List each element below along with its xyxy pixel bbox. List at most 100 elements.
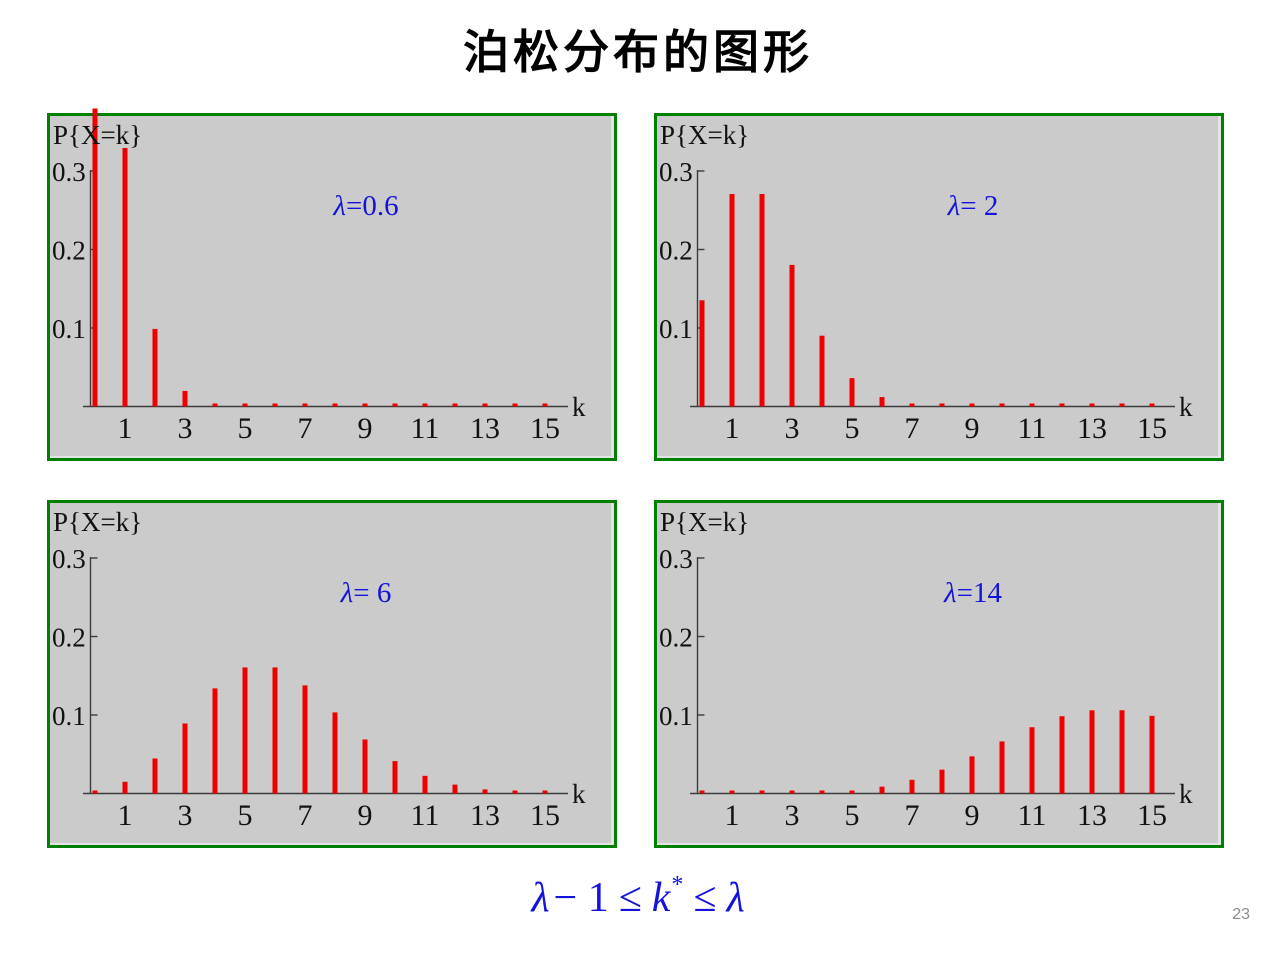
stem-bar (789, 264, 795, 407)
stem-bar (392, 403, 398, 407)
stem-bar (909, 403, 915, 407)
x-tick-label: 5 (238, 799, 253, 832)
x-tick-label: 9 (965, 412, 980, 445)
stem-bar (939, 769, 945, 794)
stem-bar (512, 403, 518, 407)
formula-k: k (651, 875, 671, 921)
stem-bar (212, 688, 218, 794)
stem-bar (1059, 716, 1065, 794)
stem-bar (212, 403, 218, 407)
stem-bar (152, 758, 158, 794)
formula-minus-one: − 1 (553, 875, 609, 921)
stem-bar (759, 790, 765, 794)
x-tick-label: 9 (965, 799, 980, 832)
x-tick-label: 7 (298, 799, 313, 832)
x-tick-label: 7 (298, 412, 313, 445)
stem-bar (729, 790, 735, 794)
x-tick-label: 3 (178, 799, 193, 832)
slide-title: 泊松分布的图形 (463, 27, 813, 78)
stem-bar (122, 147, 128, 407)
y-tick-label: 0.3 (52, 157, 86, 187)
stem-bar (969, 756, 975, 794)
x-tick-label: 3 (785, 412, 800, 445)
stem-bar (879, 786, 885, 794)
stem-bar (242, 667, 248, 794)
poisson-plot-svg: 0.10.20.31 3 5 7 9 11 13 15k (659, 544, 1193, 832)
x-tick-label: 3 (178, 412, 193, 445)
lambda-value: = 6 (353, 577, 392, 609)
stem-bar (92, 790, 98, 794)
poisson-plot-svg: 0.10.20.31 3 5 7 9 11 13 15k (52, 544, 586, 832)
stem-bar (1119, 403, 1125, 407)
stem-bar (92, 108, 98, 407)
formula-star: * (671, 872, 684, 898)
stem-bar (699, 300, 705, 407)
page-number: 23 (1232, 906, 1250, 923)
stem-bar (122, 781, 128, 794)
x-tick-label: 7 (905, 412, 920, 445)
x-tick-label: 15 (1137, 412, 1167, 445)
stem-bar (999, 403, 1005, 407)
stem-bar (392, 761, 398, 794)
poisson-panel-lambda-14: 0.1 0.2 0.3 1 3 5 7 9 11 13 15 k P{X=k} λ=14 (654, 500, 1224, 848)
lambda-symbol: λ (340, 577, 354, 609)
stem-bar (729, 194, 735, 407)
poisson-panel-lambda-0.6: 0.1 0.2 0.3 1 3 5 7 9 11 13 15 k P{X=k} λ=0.6 (47, 108, 617, 461)
lambda-value: =0.6 (345, 190, 399, 222)
y-tick-label: 0.2 (52, 236, 86, 266)
lambda-annotation: λ=14 (895, 577, 1051, 610)
stem-bar (452, 403, 458, 407)
stem-bar (1059, 403, 1065, 407)
x-tick-label: 13 (1077, 799, 1107, 832)
stem-bar (482, 789, 488, 794)
y-axis-title: P{X=k} (660, 120, 750, 150)
x-tick-label: 11 (1018, 799, 1047, 832)
lambda-symbol: λ (944, 577, 957, 609)
x-axis-label: k (572, 392, 586, 422)
x-tick-label: 9 (358, 799, 373, 832)
x-tick-label: 15 (530, 412, 560, 445)
lambda-annotation: λ= 6 (288, 577, 444, 610)
stem-bar (332, 712, 338, 794)
x-tick-label: 3 (785, 799, 800, 832)
lambda-value: =14 (956, 577, 1002, 609)
x-tick-label: 5 (845, 799, 860, 832)
stem-bar (272, 667, 278, 794)
poisson-panel-lambda-6: 0.1 0.2 0.3 1 3 5 7 9 11 13 15 k P{X=k} λ= 6 (47, 500, 617, 848)
stem-bar (362, 403, 368, 407)
stem-bar (699, 790, 705, 794)
stem-bar (542, 403, 548, 407)
y-axis-title: P{X=k} (53, 507, 143, 537)
stem-bar (512, 790, 518, 794)
y-tick-label: 0.1 (659, 701, 693, 731)
stem-bar (999, 741, 1005, 794)
x-tick-label: 1 (725, 412, 740, 445)
stem-bar (759, 194, 765, 407)
poisson-plot-svg: 0.10.20.31 3 5 7 9 11 13 15k (659, 157, 1193, 445)
stem-bar (849, 378, 855, 407)
stem-bar (542, 790, 548, 794)
stem-bar (452, 784, 458, 794)
stem-bar (182, 723, 188, 794)
x-tick-label: 13 (470, 799, 500, 832)
poisson-plot-svg: 0.10.20.31 3 5 7 9 11 13 15k (52, 108, 586, 445)
y-axis-title: P{X=k} (53, 120, 143, 150)
lambda-symbol: λ (333, 190, 346, 222)
formula-lambda2: λ (726, 875, 745, 921)
x-tick-label: 1 (725, 799, 740, 832)
stem-bar (909, 779, 915, 794)
y-tick-label: 0.3 (659, 157, 693, 187)
stem-bar (422, 403, 428, 407)
stem-bar (819, 335, 825, 407)
y-tick-label: 0.3 (659, 544, 693, 574)
stem-bar (879, 397, 885, 407)
y-tick-label: 0.2 (52, 623, 86, 653)
y-tick-label: 0.3 (52, 544, 86, 574)
x-tick-label: 15 (530, 799, 560, 832)
stem-bar (182, 390, 188, 407)
mode-formula: λ− 1 ≤ k* ≤ λ (0, 872, 1276, 922)
stem-bar (242, 403, 248, 407)
formula-leq2: ≤ (693, 875, 717, 921)
stem-bar (1149, 715, 1155, 794)
stem-bar (969, 403, 975, 407)
